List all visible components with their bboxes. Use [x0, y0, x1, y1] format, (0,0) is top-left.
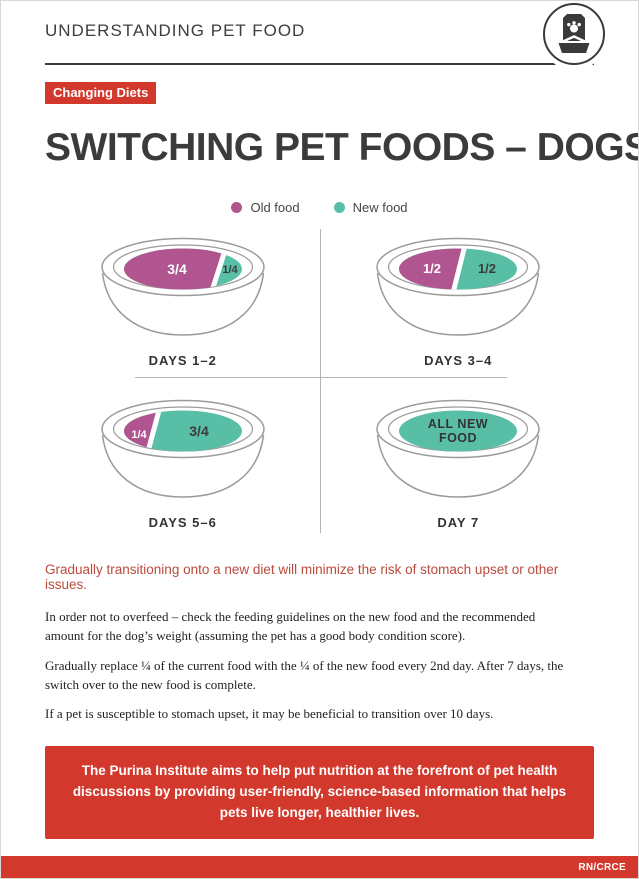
bowl-days-1-2-graphic: 3/4 1/4	[101, 237, 265, 336]
bowl-days-3-4: 1/2 1/2 DAYS 3–4	[321, 227, 597, 381]
bowl-days-3-4-graphic: 1/2 1/2	[376, 237, 540, 336]
bowl-caption: DAY 7	[437, 515, 480, 530]
old-fraction-label: 1/4	[131, 429, 147, 441]
paragraph-replace-quarter: Gradually replace ¼ of the current food …	[45, 657, 564, 692]
lead-sentence: Gradually transitioning onto a new diet …	[45, 562, 559, 592]
bowl-day-7: ALL NEW FOOD DAY 7	[321, 381, 597, 535]
bowl-days-5-6-graphic: 1/4 3/4	[101, 399, 265, 498]
page-title: SWITCHING PET FOODS – DOGS	[45, 126, 639, 169]
paragraph-overfeed: In order not to overfeed – check the fee…	[45, 609, 536, 643]
legend-new-label: New food	[352, 200, 408, 215]
bowl-transition-diagram: 3/4 1/4 DAYS 1–2	[45, 227, 596, 535]
bowl-days-1-2: 3/4 1/4 DAYS 1–2	[45, 227, 321, 381]
bowl-caption: DAYS 3–4	[424, 353, 493, 368]
vertical-divider	[320, 229, 321, 533]
new-fraction-label: 1/4	[222, 264, 238, 276]
old-food-dot-icon	[231, 202, 243, 213]
legend: Old food New food	[45, 200, 594, 215]
legend-old-food: Old food	[231, 200, 300, 215]
all-new-food-label-line2: FOOD	[439, 431, 477, 445]
legend-old-label: Old food	[250, 200, 300, 215]
bottom-bar: RN/CRCE	[1, 856, 638, 878]
new-fraction-label: 3/4	[189, 423, 209, 439]
legend-new-food: New food	[333, 200, 408, 215]
new-food-dot-icon	[333, 202, 345, 213]
purina-institute-callout: The Purina Institute aims to help put nu…	[45, 746, 594, 839]
all-new-food-label-line1: ALL NEW	[428, 417, 488, 431]
new-fraction-label: 1/2	[478, 261, 496, 276]
paragraph-stomach-upset: If a pet is susceptible to stomach upset…	[45, 706, 494, 722]
old-fraction-label: 1/2	[423, 261, 441, 276]
header-title: UNDERSTANDING PET FOOD	[45, 21, 306, 40]
bowl-days-5-6: 1/4 3/4 DAYS 5–6	[45, 381, 321, 535]
bowl-caption: DAYS 5–6	[148, 515, 217, 530]
body-copy: In order not to overfeed – check the fee…	[45, 608, 594, 724]
horizontal-divider	[135, 377, 507, 378]
page-header: UNDERSTANDING PET FOOD	[45, 1, 606, 71]
bowl-caption: DAYS 1–2	[148, 353, 217, 368]
document-code: RN/CRCE	[578, 861, 626, 873]
section-badge: Changing Diets	[45, 82, 157, 104]
bowl-day-7-graphic: ALL NEW FOOD	[376, 399, 540, 498]
old-fraction-label: 3/4	[167, 261, 187, 277]
pet-food-bag-and-bowl-icon	[542, 2, 606, 71]
